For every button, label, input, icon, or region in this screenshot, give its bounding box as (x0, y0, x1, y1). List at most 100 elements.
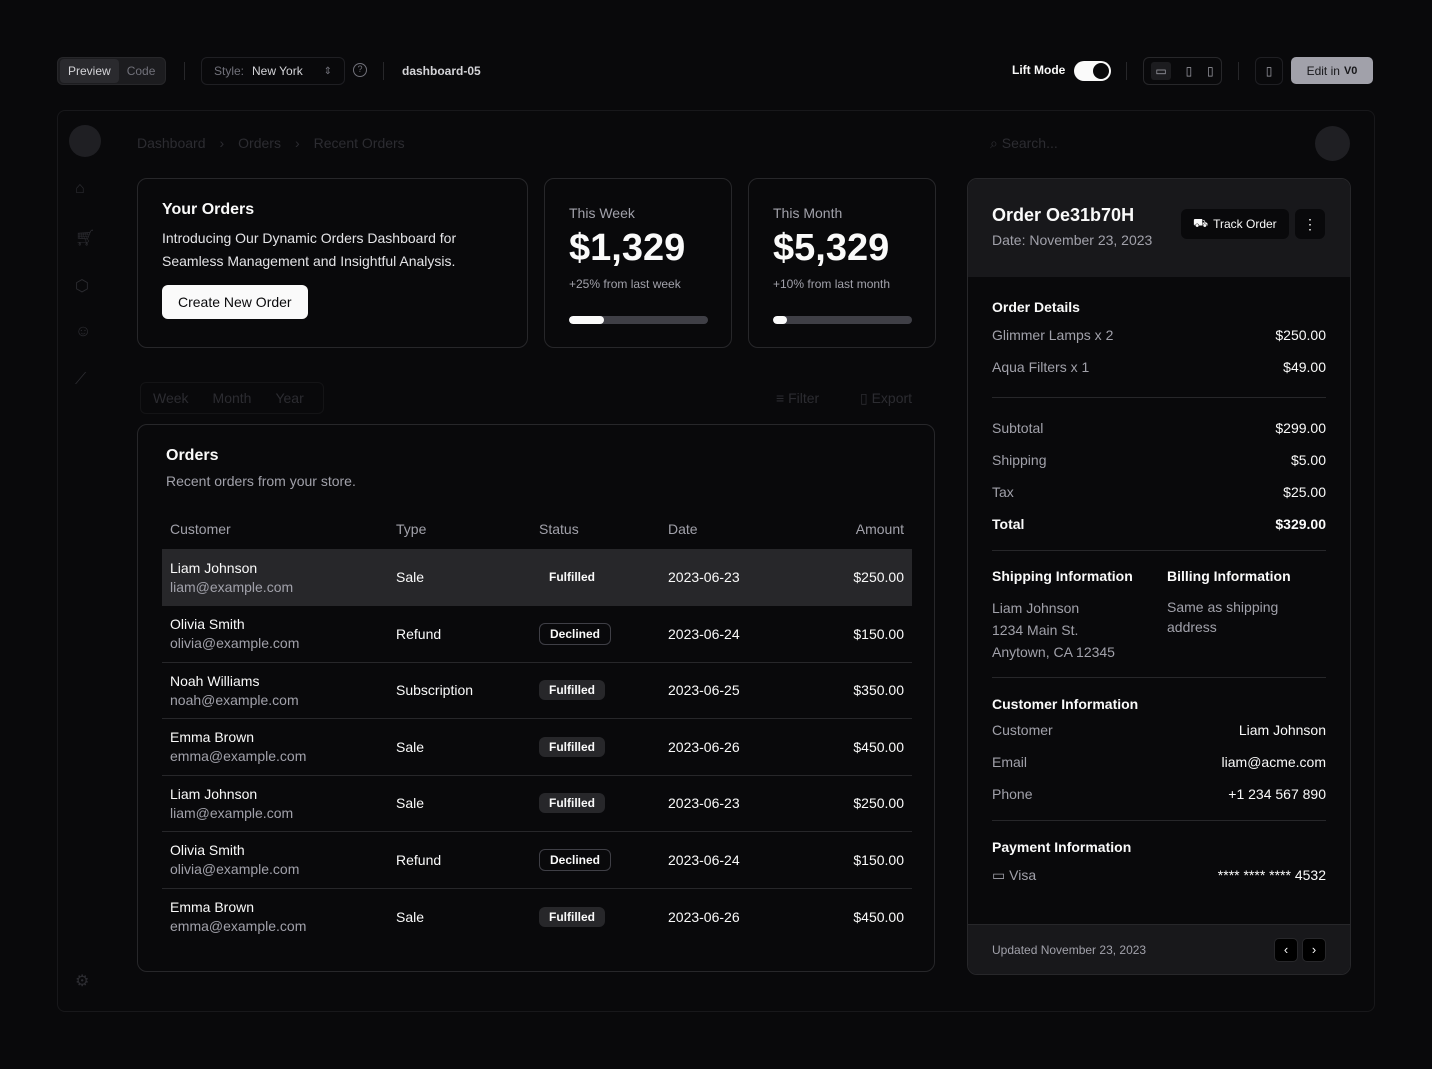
divider (992, 820, 1326, 821)
home-icon[interactable]: ⌂ (75, 180, 85, 197)
stat-value: $5,329 (773, 227, 890, 269)
your-orders-description: Introducing Our Dynamic Orders Dashboard… (162, 230, 457, 269)
track-order-button[interactable]: ⛟ Track Order (1181, 209, 1289, 239)
search-input[interactable]: ⌕ Search... (990, 135, 1058, 151)
col-customer: Customer (170, 520, 231, 537)
code-tab[interactable]: Code (126, 64, 156, 78)
block-name: dashboard-05 (402, 64, 481, 78)
shipping-line: 1234 Main St. (992, 622, 1079, 638)
customer-name: Emma Brown (170, 899, 255, 915)
breadcrumb-orders[interactable]: Orders (238, 135, 281, 151)
preview-tab[interactable]: Preview (60, 59, 119, 83)
previous-order-button[interactable]: ‹ (1274, 937, 1298, 962)
payment-row: ▭ Visa **** **** **** 4532 (992, 859, 1326, 891)
export-button[interactable]: ▯ Export (860, 390, 913, 406)
table-row[interactable]: Emma Brown emma@example.com Sale Fulfille… (162, 887, 912, 945)
divider (1238, 62, 1239, 80)
tablet-icon[interactable]: ▯ (1185, 64, 1193, 78)
create-new-order-button[interactable]: Create New Order (162, 285, 308, 319)
shipping-line: Anytown, CA 12345 (992, 644, 1115, 660)
breadcrumb-dashboard[interactable]: Dashboard (137, 135, 206, 151)
col-type: Type (396, 520, 427, 537)
lift-mode-toggle[interactable] (1074, 61, 1111, 81)
search-placeholder: Search... (1001, 135, 1058, 151)
period-tabs: Week Month Year (140, 382, 324, 414)
order-title: Order Oe31b70H (992, 205, 1135, 225)
tab-week[interactable]: Week (153, 390, 189, 406)
customer-info-title: Customer Information (992, 696, 1139, 712)
billing-info: Billing Information Same as shipping add… (1167, 565, 1307, 663)
col-date: Date (668, 520, 698, 537)
desktop-icon[interactable]: ▭ (1151, 62, 1171, 80)
credit-card-icon: ▭ (992, 866, 1006, 883)
items-row: Aqua Filters x 1 $49.00 (992, 351, 1326, 383)
row-value: $250.00 (1275, 327, 1326, 343)
view-toggle: Preview Code (57, 57, 167, 85)
col-status: Status (539, 520, 579, 537)
table-row[interactable]: Noah Williams noah@example.com Subscripti… (162, 661, 912, 719)
row-label: Total (992, 516, 1025, 532)
next-order-button[interactable]: › (1302, 937, 1326, 962)
style-select[interactable]: Style: New York ⇕ (201, 57, 345, 85)
order-type: Subscription (388, 661, 531, 719)
order-type: Sale (388, 774, 531, 832)
logo-icon[interactable] (69, 125, 101, 157)
customer-name: Olivia Smith (170, 842, 245, 859)
help-icon[interactable]: ? (353, 63, 367, 77)
users-icon[interactable]: ☺ (75, 323, 92, 340)
edit-in-label: Edit in (1306, 63, 1340, 78)
order-date: 2023-06-26 (660, 887, 804, 945)
table-row[interactable]: Olivia Smith olivia@example.com Refund De… (162, 831, 912, 888)
table-row[interactable]: Olivia Smith olivia@example.com Refund De… (162, 605, 912, 662)
row-value: $49.00 (1283, 359, 1326, 375)
order-type: Sale (388, 548, 531, 606)
order-header: Order Oe31b70H Date: November 23, 2023 ⛟… (968, 179, 1350, 277)
stat-change: +10% from last month (773, 277, 891, 291)
order-type: Sale (388, 887, 531, 945)
stat-card-month: This Month $5,329 +10% from last month (748, 178, 936, 348)
package-icon[interactable]: ⬡ (75, 278, 89, 295)
totals-row: Total $329.00 (992, 508, 1326, 540)
table-row[interactable]: Emma Brown emma@example.com Sale Fulfille… (162, 718, 912, 775)
chart-icon[interactable]: ⟋ (75, 371, 87, 388)
table-row[interactable]: Liam Johnson liam@example.com Sale Fulfil… (162, 774, 912, 832)
tab-year[interactable]: Year (275, 390, 304, 406)
order-amount: $450.00 (803, 887, 912, 945)
more-options-icon[interactable]: ⋮ (1295, 209, 1325, 239)
divider (992, 550, 1326, 551)
status-badge: Fulfilled (539, 680, 605, 701)
divider (383, 62, 384, 80)
table-row[interactable]: Liam Johnson liam@example.com Sale Fulfil… (162, 548, 912, 606)
cart-icon[interactable]: 🛒︎ (75, 230, 96, 247)
status-badge: Fulfilled (539, 793, 605, 814)
order-type: Refund (388, 605, 531, 662)
row-value: +1 234 567 890 (1228, 786, 1326, 802)
customer-name: Liam Johnson (170, 785, 258, 802)
updated-text: Updated November 23, 2023 (992, 942, 1147, 957)
status-badge: Fulfilled (539, 906, 605, 927)
export-label: Export (871, 390, 913, 406)
mobile-icon[interactable]: ▯ (1206, 64, 1214, 78)
row-value: $329.00 (1275, 516, 1326, 532)
customer-row: Phone +1 234 567 890 (992, 778, 1326, 810)
stat-label: This Week (569, 205, 635, 221)
edit-in-v0-button[interactable]: Edit in V0 (1291, 57, 1373, 84)
shipping-line: Liam Johnson (992, 600, 1080, 616)
tab-month[interactable]: Month (212, 390, 252, 406)
items-row: Glimmer Lamps x 2 $250.00 (992, 319, 1326, 351)
settings-icon[interactable]: ⚙ (75, 973, 90, 990)
row-value: $299.00 (1275, 420, 1326, 436)
order-date: 2023-06-24 (660, 831, 804, 888)
divider (992, 397, 1326, 398)
card-number: **** **** **** 4532 (1217, 867, 1326, 883)
filter-button[interactable]: ≡ Filter (776, 390, 820, 406)
status-badge: Declined (539, 848, 612, 871)
stat-label: This Month (773, 205, 843, 221)
customer-name: Olivia Smith (170, 616, 245, 633)
divider (992, 677, 1326, 678)
row-value: $25.00 (1283, 484, 1326, 500)
progress-bar (773, 316, 912, 324)
avatar[interactable] (1315, 126, 1350, 161)
clipboard-icon[interactable]: ▯ (1255, 57, 1283, 85)
customer-row: Customer Liam Johnson (992, 714, 1326, 746)
